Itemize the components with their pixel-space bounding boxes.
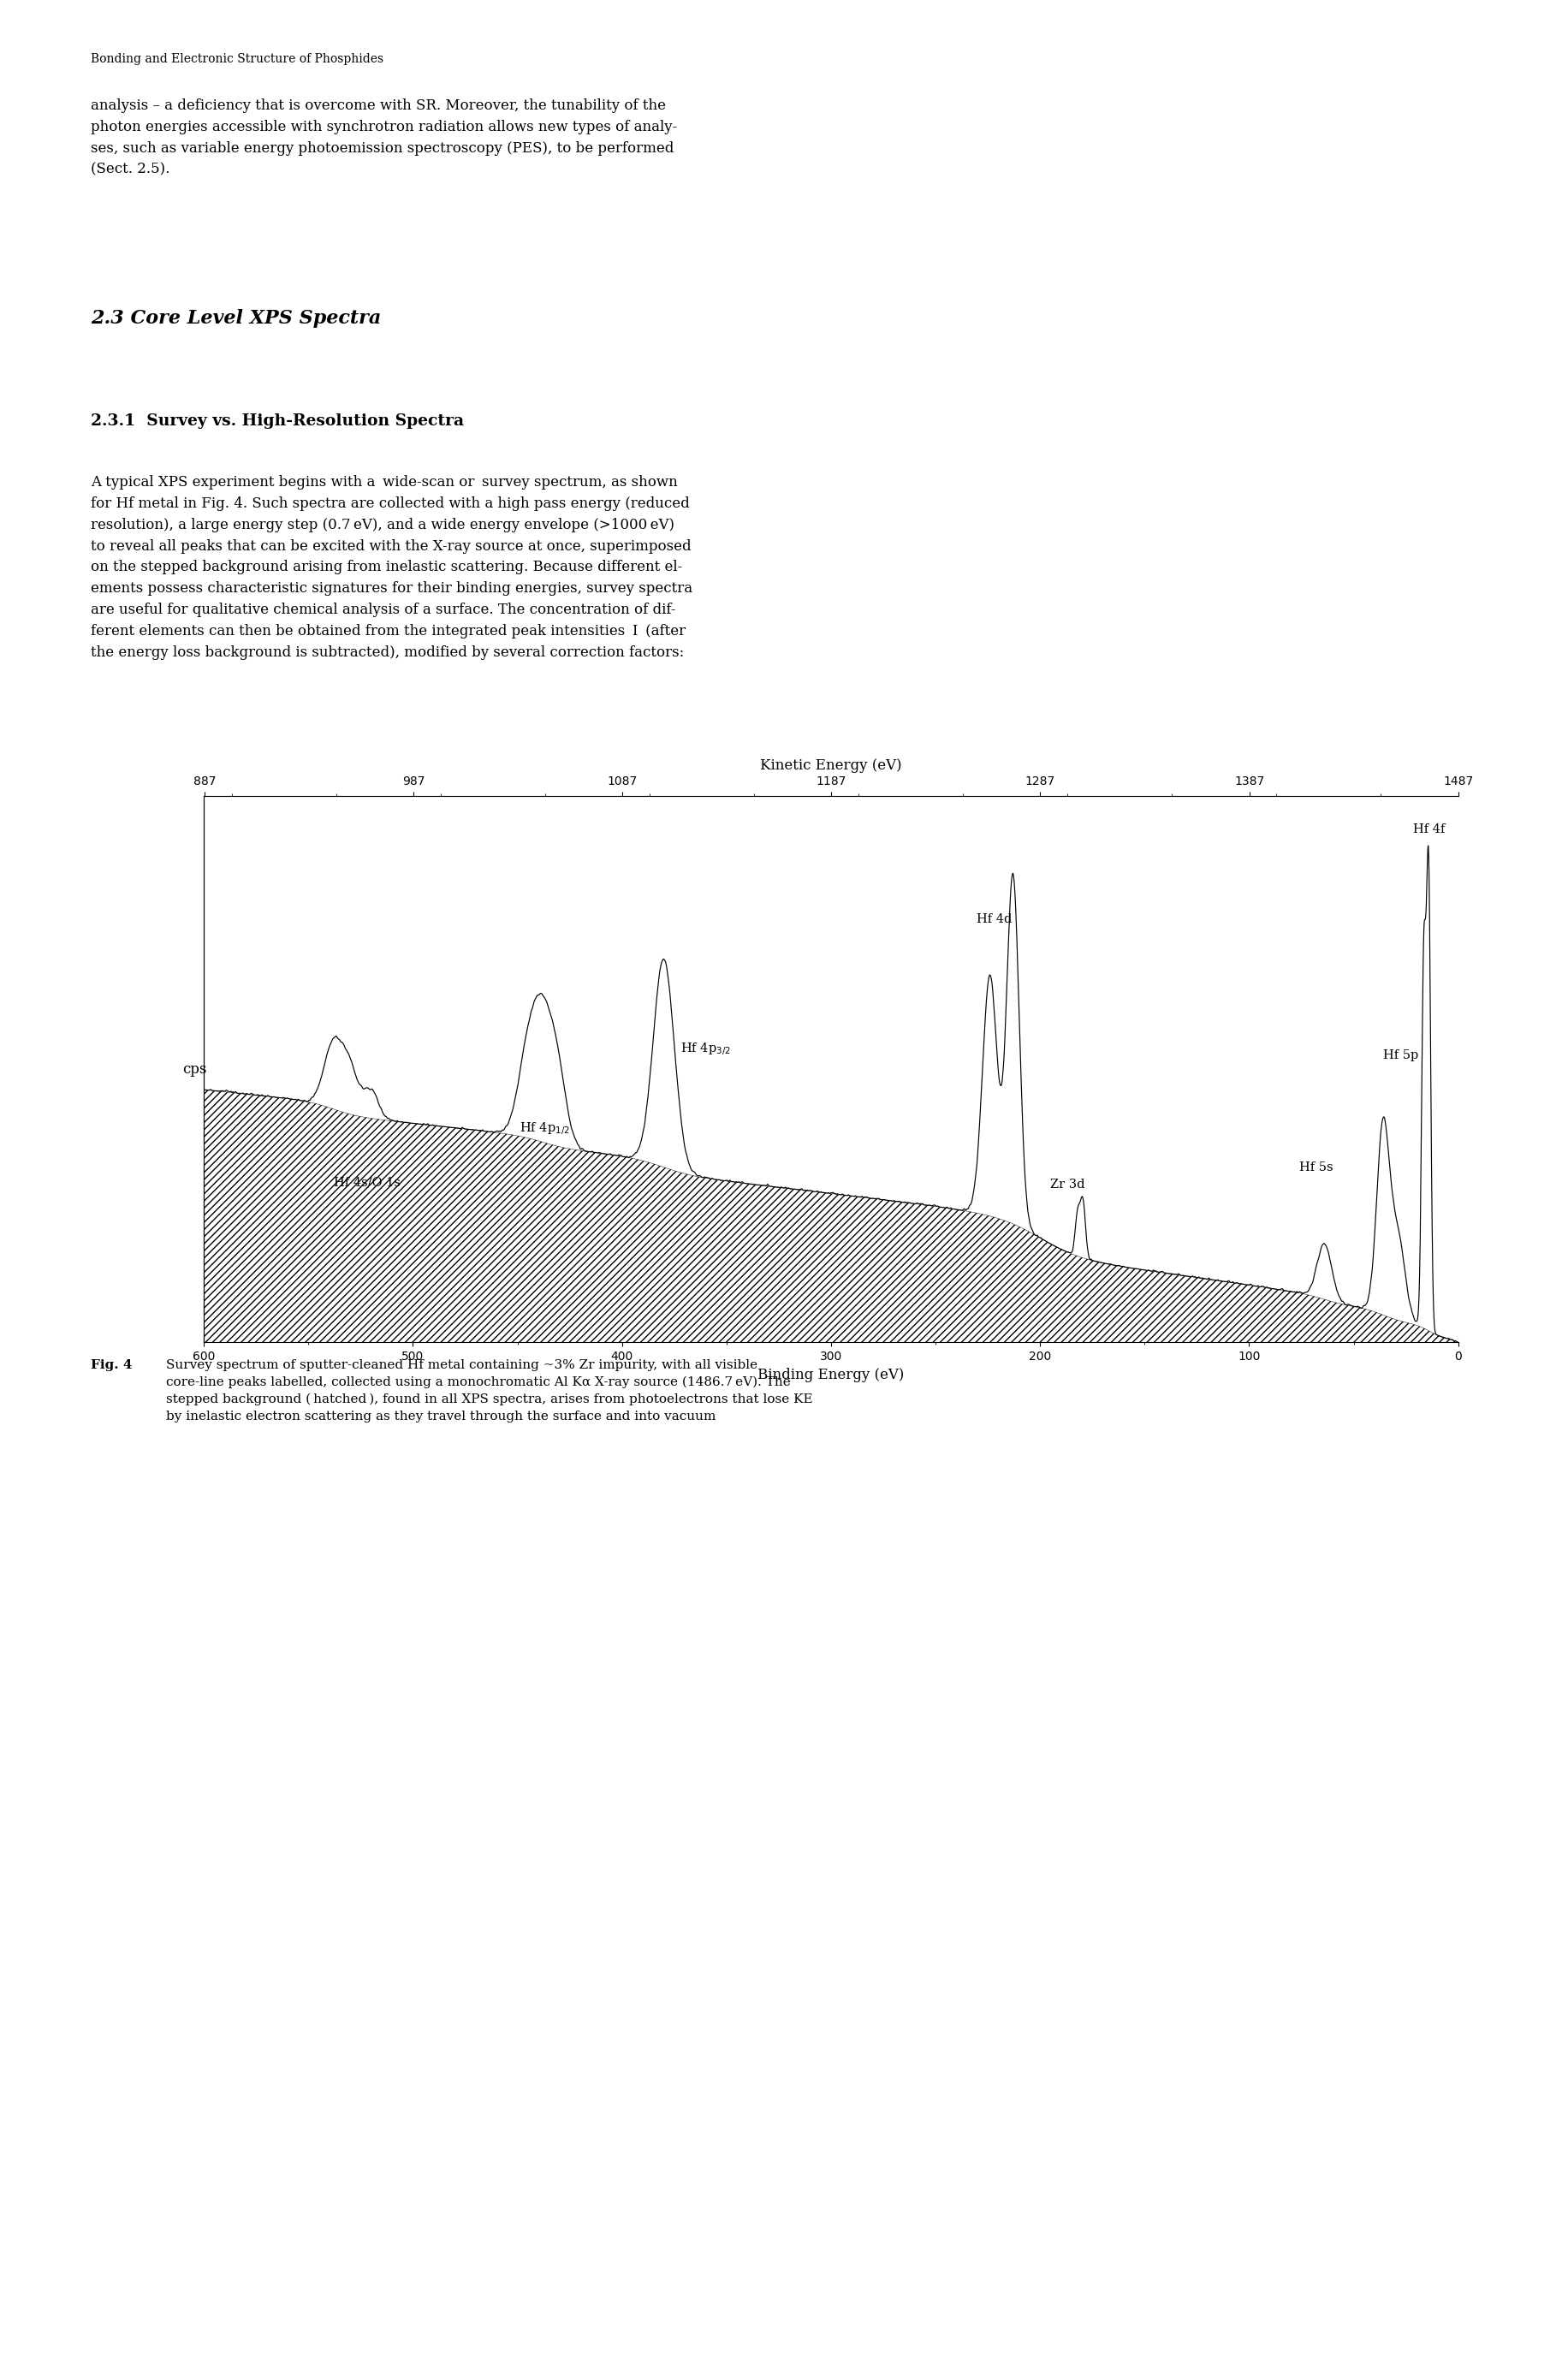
Text: 2.3 Core Level XPS Spectra: 2.3 Core Level XPS Spectra xyxy=(91,309,381,328)
Text: Hf 4d: Hf 4d xyxy=(977,912,1011,924)
Text: Hf 5s: Hf 5s xyxy=(1300,1162,1333,1174)
Text: Hf 4p$_{1/2}$: Hf 4p$_{1/2}$ xyxy=(519,1119,569,1136)
Text: Hf 5p: Hf 5p xyxy=(1383,1050,1419,1062)
X-axis label: Kinetic Energy (eV): Kinetic Energy (eV) xyxy=(760,758,902,772)
Text: Bonding and Electronic Structure of Phosphides: Bonding and Electronic Structure of Phos… xyxy=(91,55,384,67)
Text: Hf 4p$_{3/2}$: Hf 4p$_{3/2}$ xyxy=(681,1041,731,1057)
Text: Hf 4f: Hf 4f xyxy=(1413,824,1446,836)
Text: Hf 4s/O 1s: Hf 4s/O 1s xyxy=(334,1176,400,1188)
Text: Zr 3d: Zr 3d xyxy=(1051,1178,1085,1190)
Text: 2.3.1  Survey vs. High-Resolution Spectra: 2.3.1 Survey vs. High-Resolution Spectra xyxy=(91,413,464,428)
X-axis label: Binding Energy (eV): Binding Energy (eV) xyxy=(757,1369,905,1383)
Text: analysis – a deficiency that is overcome with SR. Moreover, the tunability of th: analysis – a deficiency that is overcome… xyxy=(91,97,677,176)
Y-axis label: cps: cps xyxy=(182,1062,207,1076)
Text: Survey spectrum of sputter-cleaned Hf metal containing ~3% Zr impurity, with all: Survey spectrum of sputter-cleaned Hf me… xyxy=(166,1359,812,1423)
Text: A typical XPS experiment begins with a  wide-scan or  survey spectrum, as shown
: A typical XPS experiment begins with a w… xyxy=(91,475,693,661)
Text: Fig. 4: Fig. 4 xyxy=(91,1359,132,1371)
